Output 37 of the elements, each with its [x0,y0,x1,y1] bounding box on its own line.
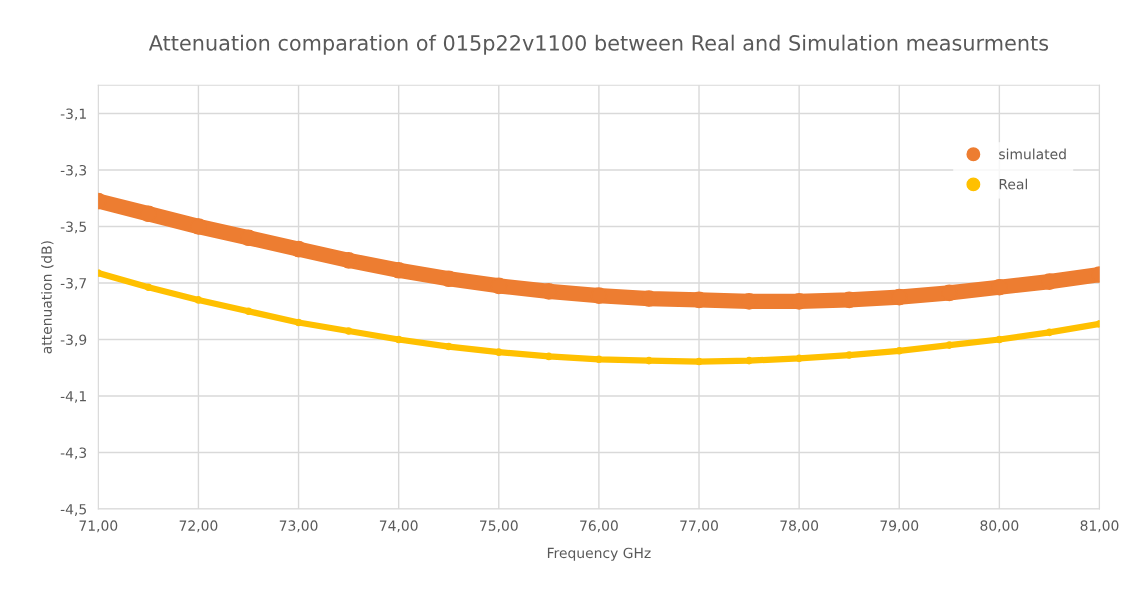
x-tick-label: 79,00 [880,520,919,533]
point [595,355,603,364]
y-tick-label: -4,1 [60,391,86,403]
point [795,354,803,363]
x-tick-label: 78,00 [780,520,819,533]
y-tick-label: -4,3 [60,447,87,460]
y-tick-label: -3,5 [60,221,86,234]
legend-label: simulated [999,148,1066,160]
point [645,356,653,365]
x-tick-label: 74,00 [379,520,418,533]
x-tick-label: 71,00 [79,520,118,533]
point [995,335,1004,344]
y-tick-label: -3,3 [60,164,87,177]
legend-label: Real [999,178,1027,190]
x-tick-label: 76,00 [580,520,618,533]
y-tick-label: -3,9 [60,334,87,347]
point [695,357,703,366]
chart-title: Attenuation comparation of 015p22v1100 between Real and Simulation measurments [148,34,1049,55]
point [545,352,553,361]
point [745,356,753,365]
point [294,318,303,327]
x-tick-label: 73,00 [279,520,318,533]
x-tick-label: 77,00 [680,520,718,533]
y-tick-label: -4,5 [60,504,86,516]
x-tick-label: 72,00 [179,520,218,533]
point [244,307,253,316]
point [394,335,403,344]
y-tick-label: -3,7 [60,277,87,290]
x-axis-title: Frequency GHz [547,547,651,561]
y-axis-title: attenuation (dB) [41,241,54,354]
y-tick-label: -3,1 [60,108,86,121]
x-tick-label: 75,00 [480,520,518,533]
point [344,327,353,335]
x-tick-label: 80,00 [980,520,1019,533]
point [144,283,153,292]
point [194,296,203,304]
x-tick-label: 81,00 [1080,520,1119,533]
